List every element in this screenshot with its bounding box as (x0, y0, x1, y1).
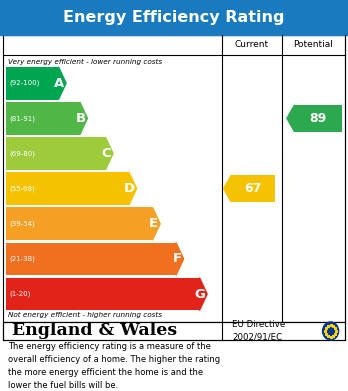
Bar (231, 175, 275, 202)
Text: (81-91): (81-91) (9, 115, 35, 122)
Text: 2002/91/EC: 2002/91/EC (232, 333, 282, 342)
Text: (1-20): (1-20) (9, 291, 30, 297)
Circle shape (323, 322, 339, 340)
Text: A: A (54, 77, 64, 90)
Polygon shape (176, 242, 184, 275)
Text: Current: Current (235, 40, 269, 49)
Bar (3, 35, 345, 322)
Polygon shape (129, 172, 137, 205)
Text: G: G (195, 287, 205, 301)
Text: Energy Efficiency Rating: Energy Efficiency Rating (63, 10, 285, 25)
Text: England & Wales: England & Wales (12, 323, 177, 339)
Bar (6, 172, 129, 205)
Bar (294, 105, 342, 132)
Bar (6, 67, 58, 100)
Polygon shape (224, 175, 231, 202)
Text: (55-68): (55-68) (9, 185, 35, 192)
Bar (6, 278, 199, 310)
Text: Very energy efficient - lower running costs: Very energy efficient - lower running co… (8, 59, 162, 65)
Text: (21-38): (21-38) (9, 256, 35, 262)
Text: F: F (173, 253, 182, 265)
Polygon shape (80, 102, 87, 135)
Text: B: B (76, 112, 86, 125)
Text: The energy efficiency rating is a measure of the
overall efficiency of a home. T: The energy efficiency rating is a measur… (8, 342, 220, 390)
Text: Potential: Potential (293, 40, 333, 49)
Bar (6, 137, 105, 170)
Text: Not energy efficient - higher running costs: Not energy efficient - higher running co… (8, 312, 162, 318)
Text: D: D (124, 182, 135, 195)
Polygon shape (58, 67, 66, 100)
Text: 67: 67 (244, 182, 262, 195)
Polygon shape (105, 137, 113, 170)
Text: (39-54): (39-54) (9, 221, 35, 227)
Polygon shape (199, 278, 207, 310)
Bar (0, 0, 348, 35)
Text: 89: 89 (310, 112, 327, 125)
Text: E: E (149, 217, 158, 230)
Bar (3, 322, 345, 340)
Bar (6, 242, 176, 275)
Text: (69-80): (69-80) (9, 150, 35, 157)
Polygon shape (152, 207, 160, 240)
Text: EU Directive: EU Directive (232, 320, 285, 329)
Text: C: C (102, 147, 111, 160)
Bar (6, 207, 152, 240)
Polygon shape (287, 105, 294, 132)
Bar (6, 102, 80, 135)
Text: (92-100): (92-100) (9, 80, 39, 86)
